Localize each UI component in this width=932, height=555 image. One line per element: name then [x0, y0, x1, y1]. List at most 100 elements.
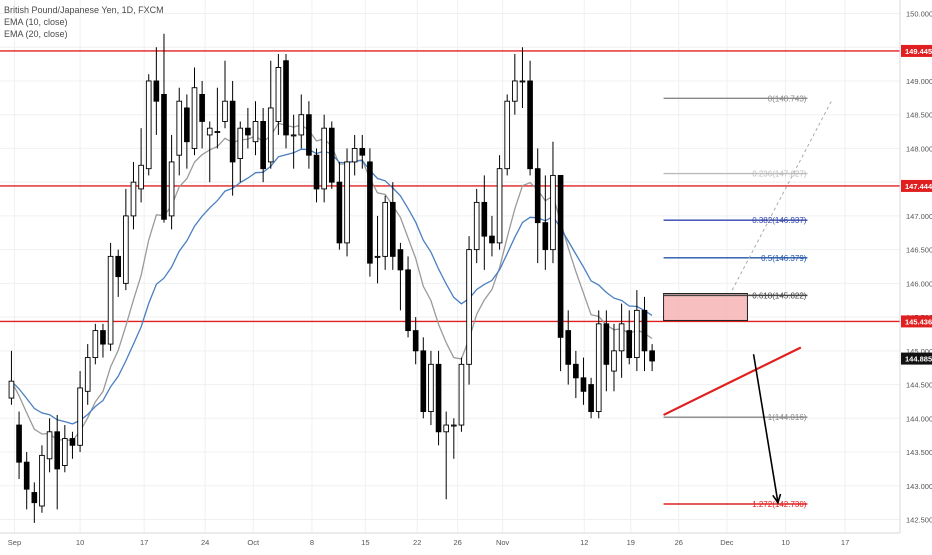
- candle-body: [382, 201, 388, 257]
- candle-body: [290, 134, 297, 137]
- candle: [62, 425, 68, 473]
- candle-body: [267, 107, 274, 163]
- candle: [435, 350, 442, 446]
- candle-body: [145, 80, 152, 170]
- candle-body: [138, 164, 144, 190]
- candle-body: [397, 249, 404, 271]
- price-tick-label: 146.000: [906, 279, 932, 288]
- time-axis: Sep 10 17 24 Oct 8 15 22 26 Nov 12 19 26 Dec 10 17: [0, 532, 932, 550]
- price-tick-label: 142.500: [906, 516, 932, 525]
- price-tick-label: 145.000: [906, 347, 932, 356]
- candle: [542, 175, 549, 270]
- candles: [8, 33, 655, 523]
- price-tick-label: 143.500: [906, 448, 932, 457]
- candle: [565, 310, 572, 385]
- candle-body: [367, 161, 373, 264]
- fib-label: 0.236(147.627): [752, 170, 807, 179]
- time-tick-label: 15: [361, 538, 369, 547]
- candle: [382, 195, 388, 270]
- candle-body: [16, 424, 22, 463]
- candle: [359, 134, 366, 169]
- candle: [466, 236, 472, 385]
- candle: [618, 303, 625, 378]
- candle: [153, 47, 160, 135]
- candle-body: [214, 131, 221, 134]
- candle-body: [46, 431, 53, 460]
- candle: [527, 60, 533, 176]
- candle: [649, 344, 655, 372]
- candle: [389, 182, 396, 270]
- candle: [145, 74, 152, 176]
- price-tick-label: 143.000: [906, 482, 932, 491]
- candle: [214, 87, 221, 149]
- candle-body: [184, 107, 190, 143]
- fib-label: 1.272(142.730): [752, 500, 807, 509]
- target-arrow-shaft: [752, 354, 779, 503]
- price-tick-label: 146.500: [906, 246, 932, 255]
- candle: [123, 188, 129, 291]
- price-tick-label: 150.000: [906, 9, 932, 18]
- candle: [458, 357, 465, 432]
- time-tick-label: Sep: [8, 538, 21, 547]
- candle-body: [466, 249, 472, 365]
- candle-body: [641, 309, 648, 352]
- candle-body: [542, 222, 549, 251]
- candle-body: [359, 147, 366, 156]
- time-tick-label: 22: [413, 538, 421, 547]
- candle-body: [618, 323, 625, 352]
- candle-body: [344, 161, 350, 244]
- candle: [641, 296, 648, 372]
- price-tag-label: 147.444: [905, 182, 932, 191]
- current-price-label: 144.885: [905, 355, 932, 364]
- candle: [351, 134, 358, 176]
- candle-body: [473, 201, 480, 251]
- candle: [206, 121, 213, 183]
- symbol-title: British Pound/Japanese Yen, 1D, FXCM: [4, 5, 164, 15]
- candle-body: [336, 181, 343, 244]
- candle-body: [557, 174, 564, 338]
- candle-body: [527, 80, 533, 170]
- candle: [405, 256, 411, 338]
- candle-body: [153, 80, 160, 102]
- time-tick-label: 10: [76, 538, 84, 547]
- candle-body: [489, 235, 495, 244]
- candle: [222, 60, 228, 129]
- candle-body: [115, 255, 122, 278]
- candle: [321, 114, 327, 203]
- candle: [397, 242, 404, 311]
- price-tag: [901, 44, 932, 57]
- candle: [634, 290, 640, 372]
- candle: [267, 60, 274, 169]
- candle: [115, 249, 122, 297]
- plot-background: [0, 0, 900, 533]
- candle: [550, 141, 556, 264]
- candle-body: [351, 147, 358, 163]
- candle: [595, 310, 602, 419]
- candle-body: [298, 114, 305, 136]
- candle: [184, 94, 190, 169]
- price-tag: [901, 179, 932, 192]
- price-tag-label: 149.445: [905, 47, 932, 56]
- candle: [603, 310, 610, 392]
- candle-body: [8, 380, 15, 399]
- candle: [168, 134, 175, 230]
- candle: [519, 47, 526, 108]
- candle-body: [100, 330, 106, 345]
- candle: [611, 323, 617, 392]
- candle-body: [565, 330, 572, 365]
- price-tag-label: 145.436: [905, 317, 932, 326]
- candle-body: [634, 309, 640, 359]
- candle-body: [603, 323, 610, 365]
- candle-body: [237, 127, 244, 160]
- candle: [54, 414, 61, 510]
- candle-body: [306, 114, 312, 156]
- candle-body: [130, 181, 137, 217]
- candle: [260, 107, 266, 183]
- candle: [39, 445, 45, 513]
- candle-body: [595, 323, 602, 413]
- time-tick-label: Oct: [247, 538, 260, 547]
- price-tag: [901, 315, 932, 328]
- candle-body: [260, 120, 266, 170]
